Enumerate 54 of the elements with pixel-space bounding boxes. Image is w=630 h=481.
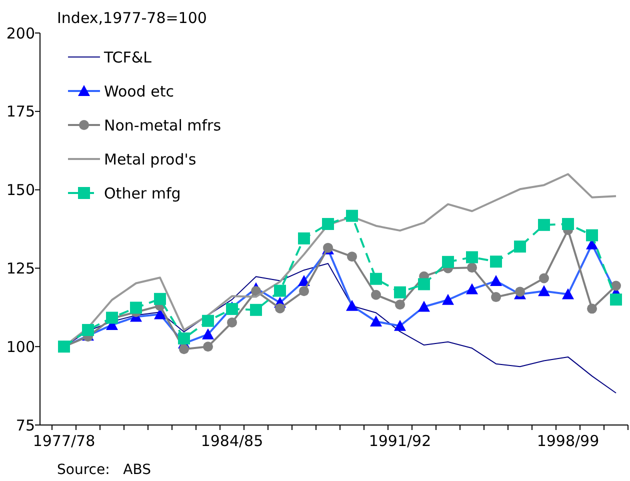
point <box>299 286 309 296</box>
legend-label: Wood etc <box>104 82 174 100</box>
point <box>466 251 478 264</box>
y-tick-label: 125 <box>6 259 35 278</box>
point <box>130 302 142 314</box>
legend-label: Metal prod's <box>104 150 196 168</box>
y-tick-label: 150 <box>6 181 35 200</box>
x-tick-label: 1991/92 <box>368 432 432 450</box>
point <box>370 272 382 285</box>
legend-label: TCF&L <box>103 48 152 66</box>
y-axis-title: Index,1977-78=100 <box>57 9 207 27</box>
point <box>490 256 502 268</box>
point <box>227 317 237 328</box>
point <box>587 304 597 314</box>
point <box>275 303 285 314</box>
point <box>250 304 262 316</box>
point <box>178 332 190 344</box>
point <box>562 218 574 230</box>
point <box>491 292 501 302</box>
point <box>442 256 454 268</box>
legend-label: Non-metal mfrs <box>104 116 222 134</box>
point <box>346 210 358 222</box>
y-tick-label: 175 <box>6 102 35 121</box>
point <box>347 252 357 262</box>
point <box>82 324 94 336</box>
point <box>515 286 525 297</box>
point <box>610 294 622 306</box>
point <box>371 290 381 300</box>
point <box>154 292 166 305</box>
point <box>538 218 550 231</box>
point <box>418 278 430 290</box>
point <box>298 232 310 244</box>
point <box>467 262 477 273</box>
point <box>179 344 189 354</box>
x-tick-label: 1977/78 <box>32 432 96 450</box>
point <box>395 300 405 310</box>
point <box>322 218 334 230</box>
point <box>203 342 213 352</box>
point <box>274 284 286 297</box>
point <box>514 240 526 253</box>
source-note: Source: ABS <box>57 462 152 478</box>
y-tick-label: 200 <box>6 24 35 42</box>
legend-label: Other mfg <box>104 184 181 202</box>
point <box>251 286 261 296</box>
y-tick-label: 75 <box>16 416 35 434</box>
point <box>202 314 214 327</box>
y-tick-label: 100 <box>6 338 35 356</box>
x-tick-label: 1984/85 <box>200 432 264 450</box>
point <box>394 286 406 298</box>
point <box>586 229 598 242</box>
point <box>226 302 238 315</box>
point <box>611 280 621 291</box>
x-tick-label: 1998/99 <box>536 432 600 450</box>
point <box>539 273 549 284</box>
